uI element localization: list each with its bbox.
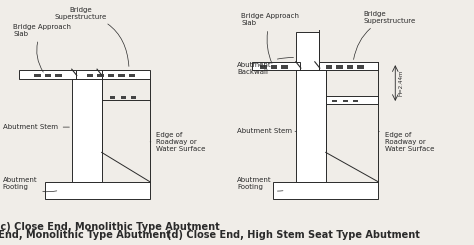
Bar xyxy=(108,74,114,77)
Bar xyxy=(98,74,104,77)
Text: Bridge Approach
Slab: Bridge Approach Slab xyxy=(241,13,300,63)
Bar xyxy=(357,65,364,69)
Bar xyxy=(45,182,150,199)
Bar xyxy=(19,70,76,79)
Bar xyxy=(118,74,125,77)
Bar xyxy=(260,65,267,69)
Text: H=2.44m: H=2.44m xyxy=(399,70,403,96)
Text: Abutment Stem: Abutment Stem xyxy=(237,128,296,134)
Text: Bridge
Superstructure: Bridge Superstructure xyxy=(354,11,416,60)
Text: Bridge
Superstructure: Bridge Superstructure xyxy=(55,7,129,66)
Bar xyxy=(332,99,337,102)
Bar xyxy=(326,65,332,69)
Text: Bridge Approach
Slab: Bridge Approach Slab xyxy=(13,24,71,72)
Bar xyxy=(45,74,51,77)
Bar xyxy=(252,62,301,70)
Bar xyxy=(296,32,319,70)
Bar xyxy=(319,62,378,70)
Bar xyxy=(34,74,41,77)
Bar xyxy=(296,70,326,182)
Bar xyxy=(72,79,101,182)
Text: Abutment
Footing: Abutment Footing xyxy=(237,177,283,191)
Text: Edge of
Roadway or
Water Surface: Edge of Roadway or Water Surface xyxy=(150,132,206,152)
Bar xyxy=(120,96,126,99)
Bar xyxy=(87,74,93,77)
Text: Abutment
Backwall: Abutment Backwall xyxy=(237,58,293,75)
Bar xyxy=(326,96,378,104)
Text: (c) Close End, Monolithic Type Abutment: (c) Close End, Monolithic Type Abutment xyxy=(0,230,171,240)
Bar xyxy=(110,96,115,99)
Text: Abutment Stem: Abutment Stem xyxy=(3,124,69,130)
Bar xyxy=(76,70,150,79)
Text: (c) Close End, Monolithic Type Abutment: (c) Close End, Monolithic Type Abutment xyxy=(0,222,220,232)
Bar xyxy=(273,182,378,199)
Bar xyxy=(55,74,62,77)
Bar xyxy=(129,74,136,77)
Bar xyxy=(282,65,288,69)
Bar xyxy=(347,65,353,69)
Bar xyxy=(343,99,348,102)
Text: Edge of
Roadway or
Water Surface: Edge of Roadway or Water Surface xyxy=(378,131,434,152)
Bar xyxy=(131,96,137,99)
Text: Abutment
Footing: Abutment Footing xyxy=(3,177,57,192)
Text: (d) Close End, High Stem Seat Type Abutment: (d) Close End, High Stem Seat Type Abutm… xyxy=(167,230,420,240)
Bar xyxy=(271,65,277,69)
Bar xyxy=(336,65,343,69)
Bar xyxy=(353,99,358,102)
